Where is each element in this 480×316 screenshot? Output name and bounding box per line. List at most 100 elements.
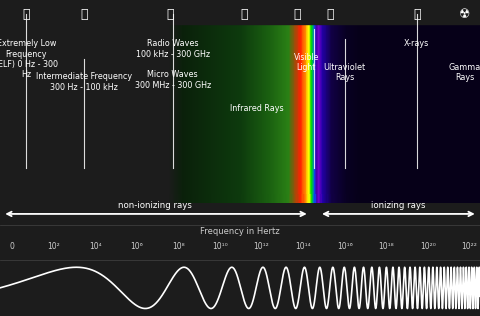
Bar	[11, 0, 12, 196]
Bar	[241, 0, 243, 196]
Bar	[446, 0, 448, 196]
Bar	[365, 194, 367, 203]
Text: 📻: 📻	[167, 8, 174, 21]
Bar	[37, 194, 39, 203]
Bar	[208, 0, 209, 196]
Bar	[385, 0, 386, 196]
Bar	[316, 0, 317, 196]
Bar	[157, 0, 158, 196]
Bar	[31, 194, 33, 203]
Bar	[18, 0, 19, 196]
Bar	[66, 0, 67, 196]
Bar	[98, 0, 100, 196]
Bar	[267, 0, 268, 196]
Bar	[321, 0, 322, 196]
Bar	[226, 0, 227, 196]
Text: 🔆: 🔆	[326, 8, 334, 21]
Bar	[441, 194, 442, 203]
Bar	[257, 194, 258, 203]
Bar	[57, 0, 58, 196]
Bar	[234, 0, 235, 196]
Bar	[203, 194, 204, 203]
Bar	[188, 0, 189, 196]
Bar	[107, 194, 108, 203]
Text: Infrared Rays: Infrared Rays	[230, 104, 284, 113]
Text: Intermediate Frequency
300 Hz - 100 kHz: Intermediate Frequency 300 Hz - 100 kHz	[36, 72, 132, 92]
Bar	[266, 194, 268, 203]
Text: Gamma
Rays: Gamma Rays	[448, 63, 480, 82]
Bar	[294, 0, 295, 196]
Bar	[124, 194, 125, 203]
Bar	[93, 0, 94, 196]
Bar	[150, 194, 152, 203]
Bar	[433, 194, 435, 203]
Bar	[399, 194, 401, 203]
Bar	[42, 0, 43, 196]
Bar	[391, 0, 393, 196]
Bar	[194, 194, 196, 203]
Bar	[183, 194, 185, 203]
Bar	[265, 194, 267, 203]
Bar	[127, 0, 129, 196]
Bar	[185, 0, 186, 196]
Bar	[272, 194, 274, 203]
Bar	[252, 194, 253, 203]
Bar	[355, 0, 357, 196]
Bar	[422, 0, 424, 196]
Bar	[250, 0, 251, 196]
Bar	[156, 0, 157, 196]
Bar	[452, 194, 454, 203]
Bar	[26, 194, 28, 203]
Bar	[413, 0, 414, 196]
Bar	[362, 194, 364, 203]
Bar	[415, 0, 417, 196]
Bar	[462, 0, 464, 196]
Bar	[460, 194, 461, 203]
Bar	[159, 0, 160, 196]
Bar	[242, 194, 244, 203]
Bar	[412, 194, 413, 203]
Bar	[70, 0, 71, 196]
Bar	[193, 194, 195, 203]
Bar	[187, 0, 189, 196]
Bar	[107, 0, 108, 196]
Bar	[94, 0, 95, 196]
Bar	[420, 194, 421, 203]
Bar	[129, 0, 130, 196]
Bar	[283, 0, 285, 196]
Bar	[336, 0, 337, 196]
Bar	[186, 194, 188, 203]
Bar	[199, 0, 201, 196]
Bar	[149, 194, 151, 203]
Bar	[177, 194, 178, 203]
Bar	[239, 0, 240, 196]
Bar	[468, 0, 469, 196]
Bar	[162, 0, 163, 196]
Bar	[439, 0, 441, 196]
Bar	[378, 0, 379, 196]
Bar	[9, 0, 10, 196]
Bar	[133, 0, 134, 196]
Bar	[225, 194, 226, 203]
Bar	[238, 194, 239, 203]
Bar	[442, 194, 443, 203]
Bar	[380, 0, 381, 196]
Bar	[67, 194, 69, 203]
Bar	[414, 0, 416, 196]
Bar	[295, 0, 297, 196]
Bar	[86, 194, 88, 203]
Bar	[294, 194, 296, 203]
Bar	[225, 0, 226, 196]
Bar	[157, 0, 159, 196]
Bar	[169, 0, 171, 196]
Bar	[181, 194, 183, 203]
Bar	[29, 0, 30, 196]
Text: Extremely Low
Frequency
(ELF) 0 Hz - 300
Hz: Extremely Low Frequency (ELF) 0 Hz - 300…	[0, 39, 58, 79]
Bar	[419, 0, 420, 196]
Bar	[153, 194, 154, 203]
Bar	[164, 0, 165, 196]
Bar	[351, 0, 352, 196]
Bar	[197, 0, 198, 196]
Bar	[2, 194, 4, 203]
Bar	[179, 0, 180, 196]
